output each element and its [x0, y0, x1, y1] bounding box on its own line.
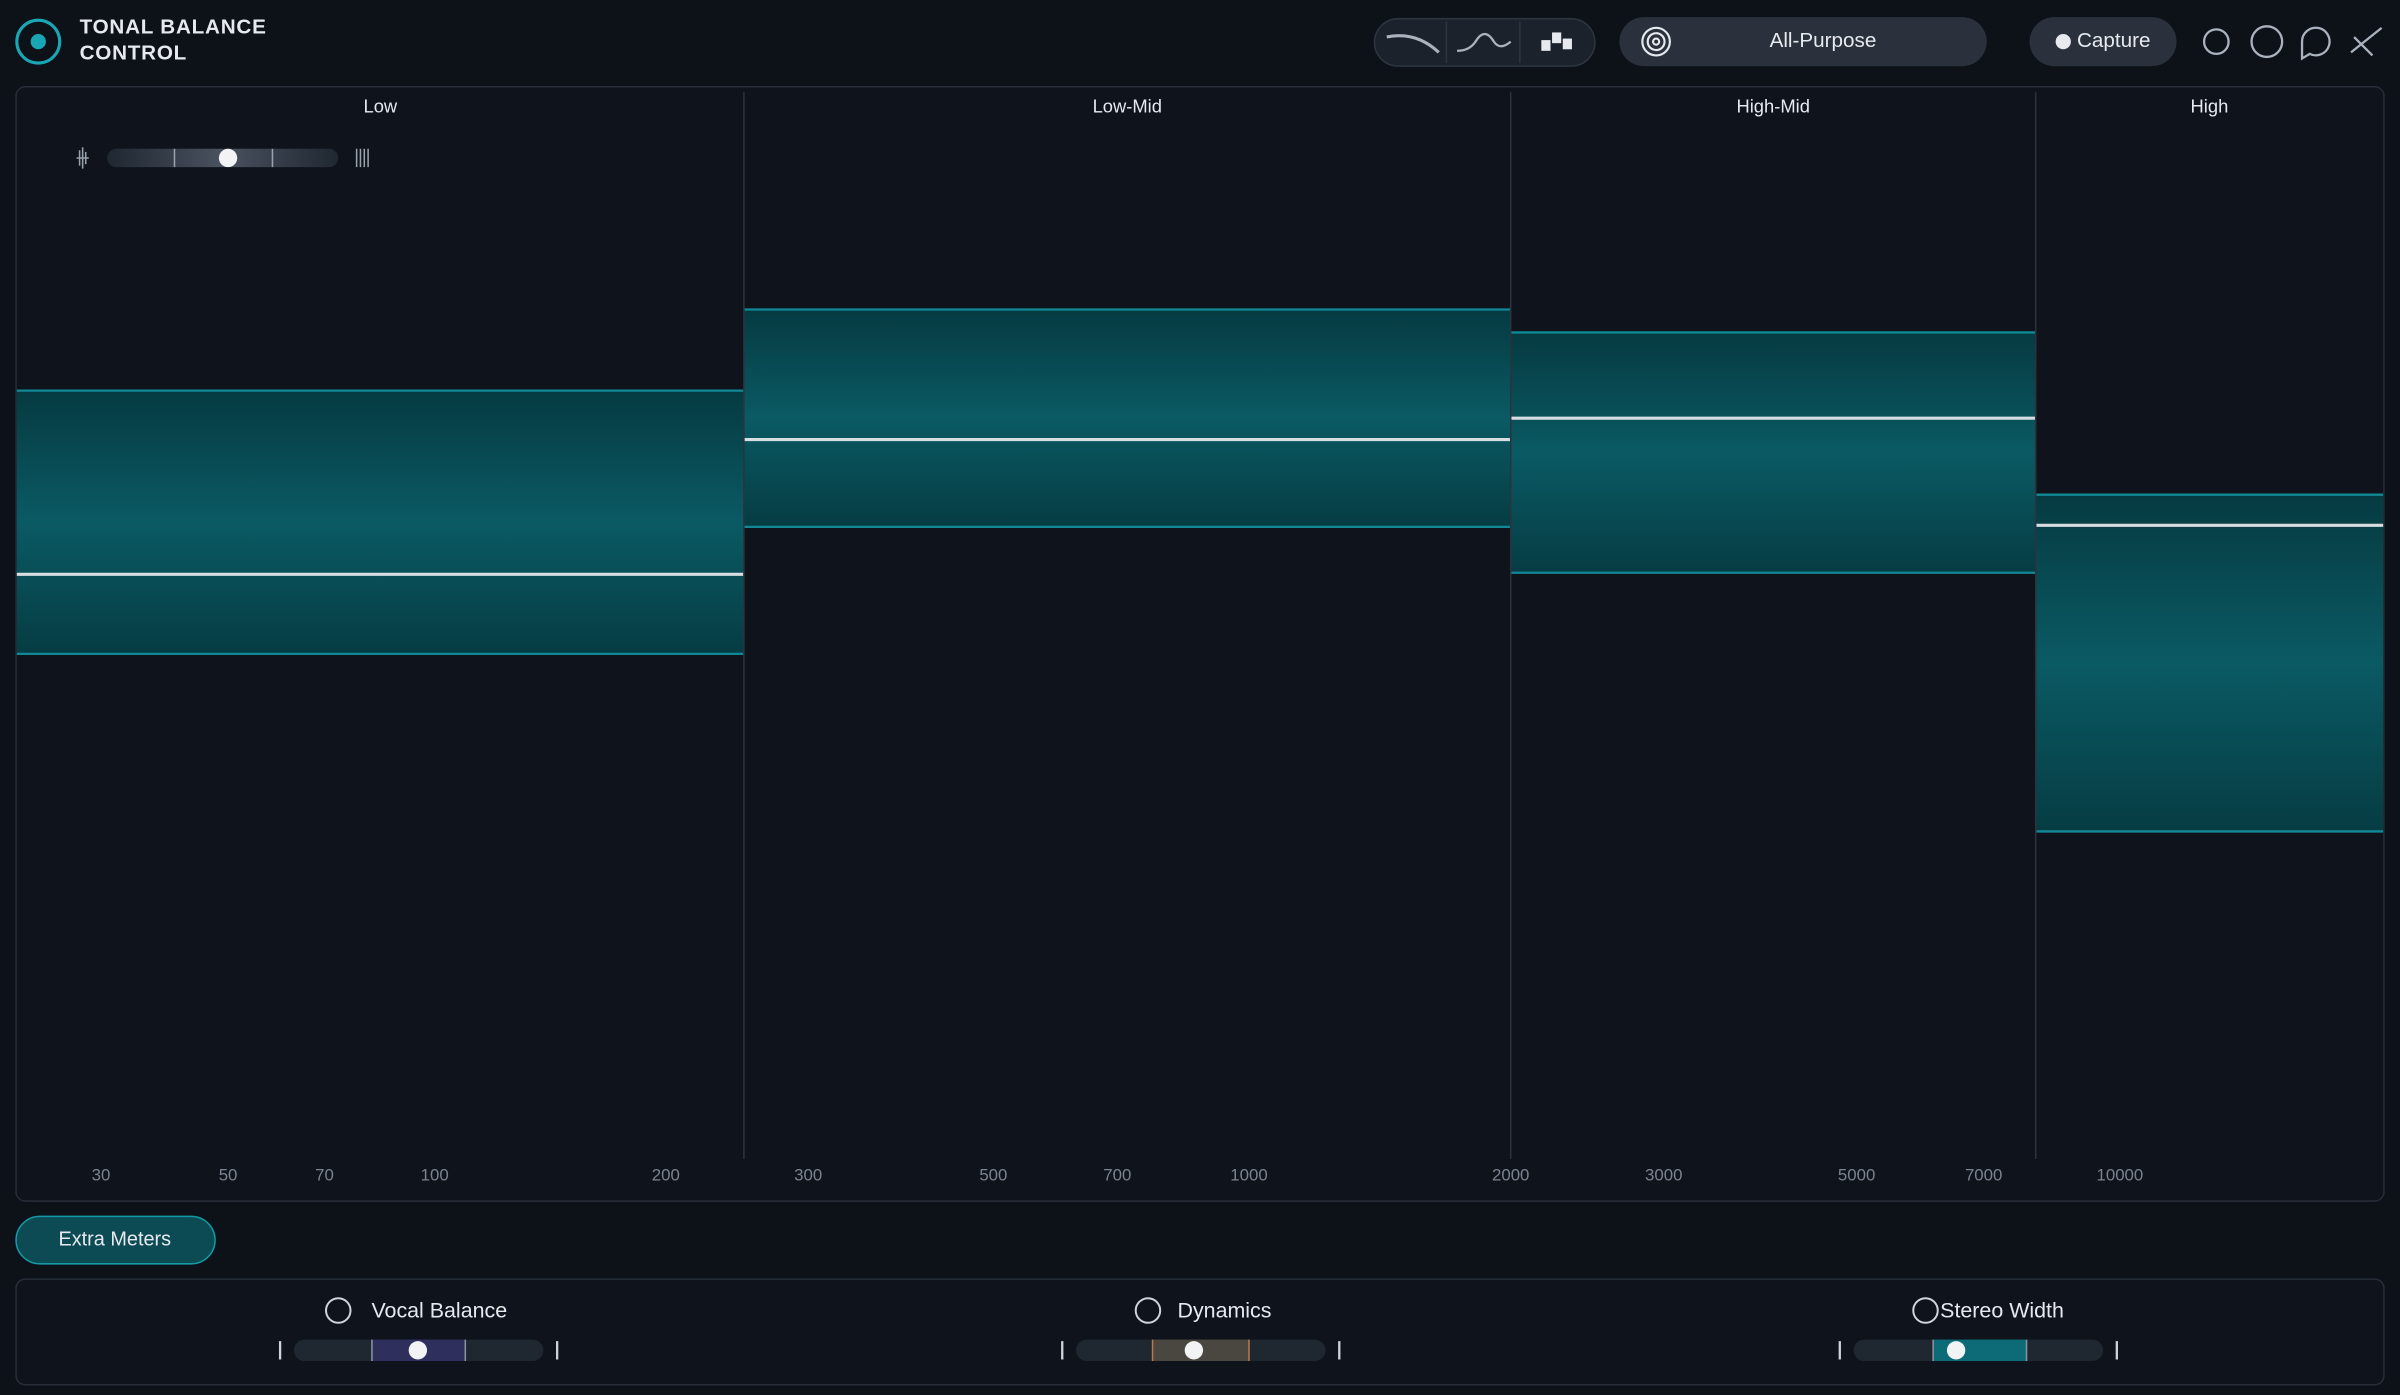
- frequency-label: 10000: [2096, 1165, 2143, 1184]
- routing-button[interactable]: [2350, 26, 2383, 57]
- capture-button[interactable]: [2029, 17, 2177, 67]
- target-icon: [1641, 26, 1671, 57]
- app-title: TONAL BALANCE: [80, 15, 267, 38]
- frequency-label: 1000: [1230, 1165, 1267, 1184]
- target-name: All-Purpose: [1770, 29, 1877, 52]
- meter-title: Vocal Balance: [371, 1299, 507, 1323]
- band-label: Low-Mid: [1093, 95, 1162, 116]
- meter-title: Stereo Width: [1940, 1299, 2064, 1323]
- extra-meters-panel: [15, 1278, 2385, 1386]
- frequency-label: 100: [421, 1165, 449, 1184]
- meter-end-icon: [1061, 1341, 1341, 1360]
- settings-button[interactable]: [2202, 28, 2230, 56]
- capture-label: Capture: [2077, 29, 2151, 52]
- view-switch: [1373, 17, 1596, 67]
- meter-icon: [1134, 1297, 1162, 1324]
- spectrum-view-button[interactable]: [1457, 32, 1512, 52]
- frequency-label: 2000: [1492, 1165, 1529, 1184]
- target-selector[interactable]: [1619, 17, 1987, 67]
- meter-end-icon: [278, 1341, 559, 1360]
- capture-dot: [2055, 33, 2071, 50]
- extra-meters-label: Extra Meters: [58, 1228, 171, 1250]
- frequency-label: 200: [652, 1165, 680, 1184]
- meter-indicator: [1946, 1341, 1966, 1360]
- chat-button[interactable]: [2300, 26, 2331, 61]
- frequency-label: 5000: [1838, 1165, 1875, 1184]
- frequency-label: 500: [979, 1165, 1007, 1184]
- target-range: [743, 309, 1511, 527]
- resolution-slider[interactable]: [76, 147, 369, 169]
- bands-view-button[interactable]: [1541, 32, 1572, 51]
- view-switch-bg: [1373, 17, 1596, 67]
- app-title: CONTROL: [80, 41, 187, 64]
- logo: [15, 18, 62, 65]
- band-label: High-Mid: [1736, 95, 1809, 116]
- meter-end-icon: [1838, 1341, 2118, 1360]
- band-label: Low: [364, 95, 398, 116]
- meter-icon: [325, 1297, 352, 1324]
- target-range: [16, 390, 744, 654]
- extra-meters-button[interactable]: [15, 1215, 216, 1265]
- help-button[interactable]: [2250, 25, 2284, 59]
- meter-indicator: [1184, 1341, 1204, 1360]
- meter-icon: [1912, 1297, 1939, 1324]
- frequency-label: 3000: [1645, 1165, 1682, 1184]
- frequency-label: 30: [92, 1165, 111, 1184]
- frequency-label: 7000: [1965, 1165, 2002, 1184]
- meter-title: Dynamics: [1178, 1299, 1272, 1323]
- band-label: High: [2191, 95, 2229, 116]
- curve-view-button[interactable]: [1386, 34, 1440, 54]
- frequency-label: 50: [219, 1165, 238, 1184]
- frequency-label: 700: [1103, 1165, 1131, 1184]
- meter-indicator: [408, 1341, 428, 1360]
- frequency-label: 300: [794, 1165, 822, 1184]
- frequency-label: 70: [315, 1165, 334, 1184]
- target-range: [2035, 494, 2384, 832]
- target-range: [1510, 332, 2036, 573]
